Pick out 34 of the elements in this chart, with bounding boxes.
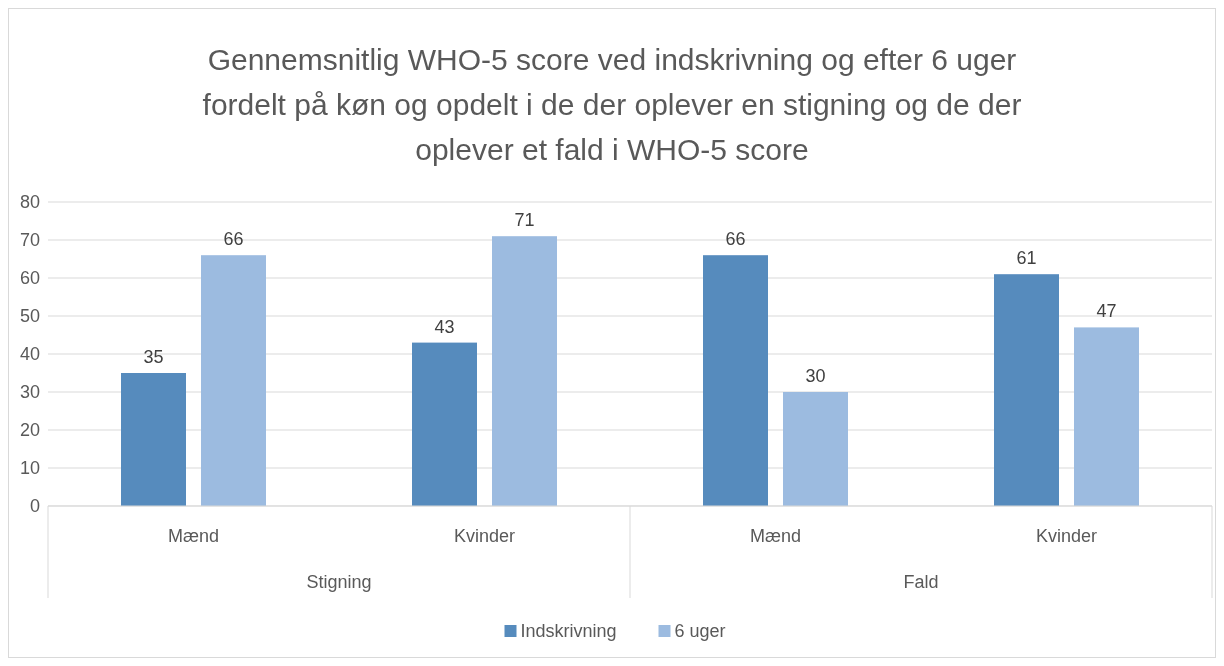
y-tick-label: 10	[19, 458, 40, 478]
x-tick-label: Mænd	[749, 526, 802, 546]
legend-label: 6 uger	[674, 621, 726, 641]
data-label: 66	[223, 229, 244, 250]
legend-label: Indskrivning	[520, 621, 617, 641]
y-tick-label: 0	[29, 496, 40, 516]
y-tick-label: 40	[19, 344, 40, 364]
y-tick-label: 30	[19, 382, 40, 402]
data-label: 30	[805, 366, 826, 386]
x-tick-label: Kvinder	[453, 526, 516, 546]
data-label: 66	[725, 229, 746, 250]
y-tick-label: 80	[19, 192, 40, 212]
y-tick-label: 50	[19, 306, 40, 326]
bar	[201, 255, 266, 506]
bar	[783, 392, 848, 506]
y-tick-label: 70	[19, 230, 40, 250]
bar	[994, 274, 1059, 506]
text: Fald	[903, 572, 939, 592]
y-tick-label: 60	[19, 268, 40, 288]
text: Stigning	[306, 572, 372, 592]
x-tick-label: Kvinder	[1035, 526, 1098, 546]
x-tick-label: Mænd	[167, 526, 220, 546]
data-label: 43	[434, 316, 455, 337]
data-label: 71	[514, 210, 535, 231]
data-label: 47	[1096, 301, 1117, 322]
bar	[492, 236, 557, 506]
bar	[703, 255, 768, 506]
data-label: 61	[1016, 248, 1037, 269]
data-label: 35	[143, 347, 164, 367]
bar	[1074, 327, 1139, 506]
bar	[412, 342, 477, 506]
y-tick-label: 20	[19, 420, 40, 440]
bar	[121, 373, 186, 506]
chart-title: Gennemsnitlig WHO-5 score ved indskrivning og efter 6 uger fordelt på køn og opdelt i de der oplever en stigning og de der oplever et fald i WHO-5 score	[202, 43, 1022, 166]
